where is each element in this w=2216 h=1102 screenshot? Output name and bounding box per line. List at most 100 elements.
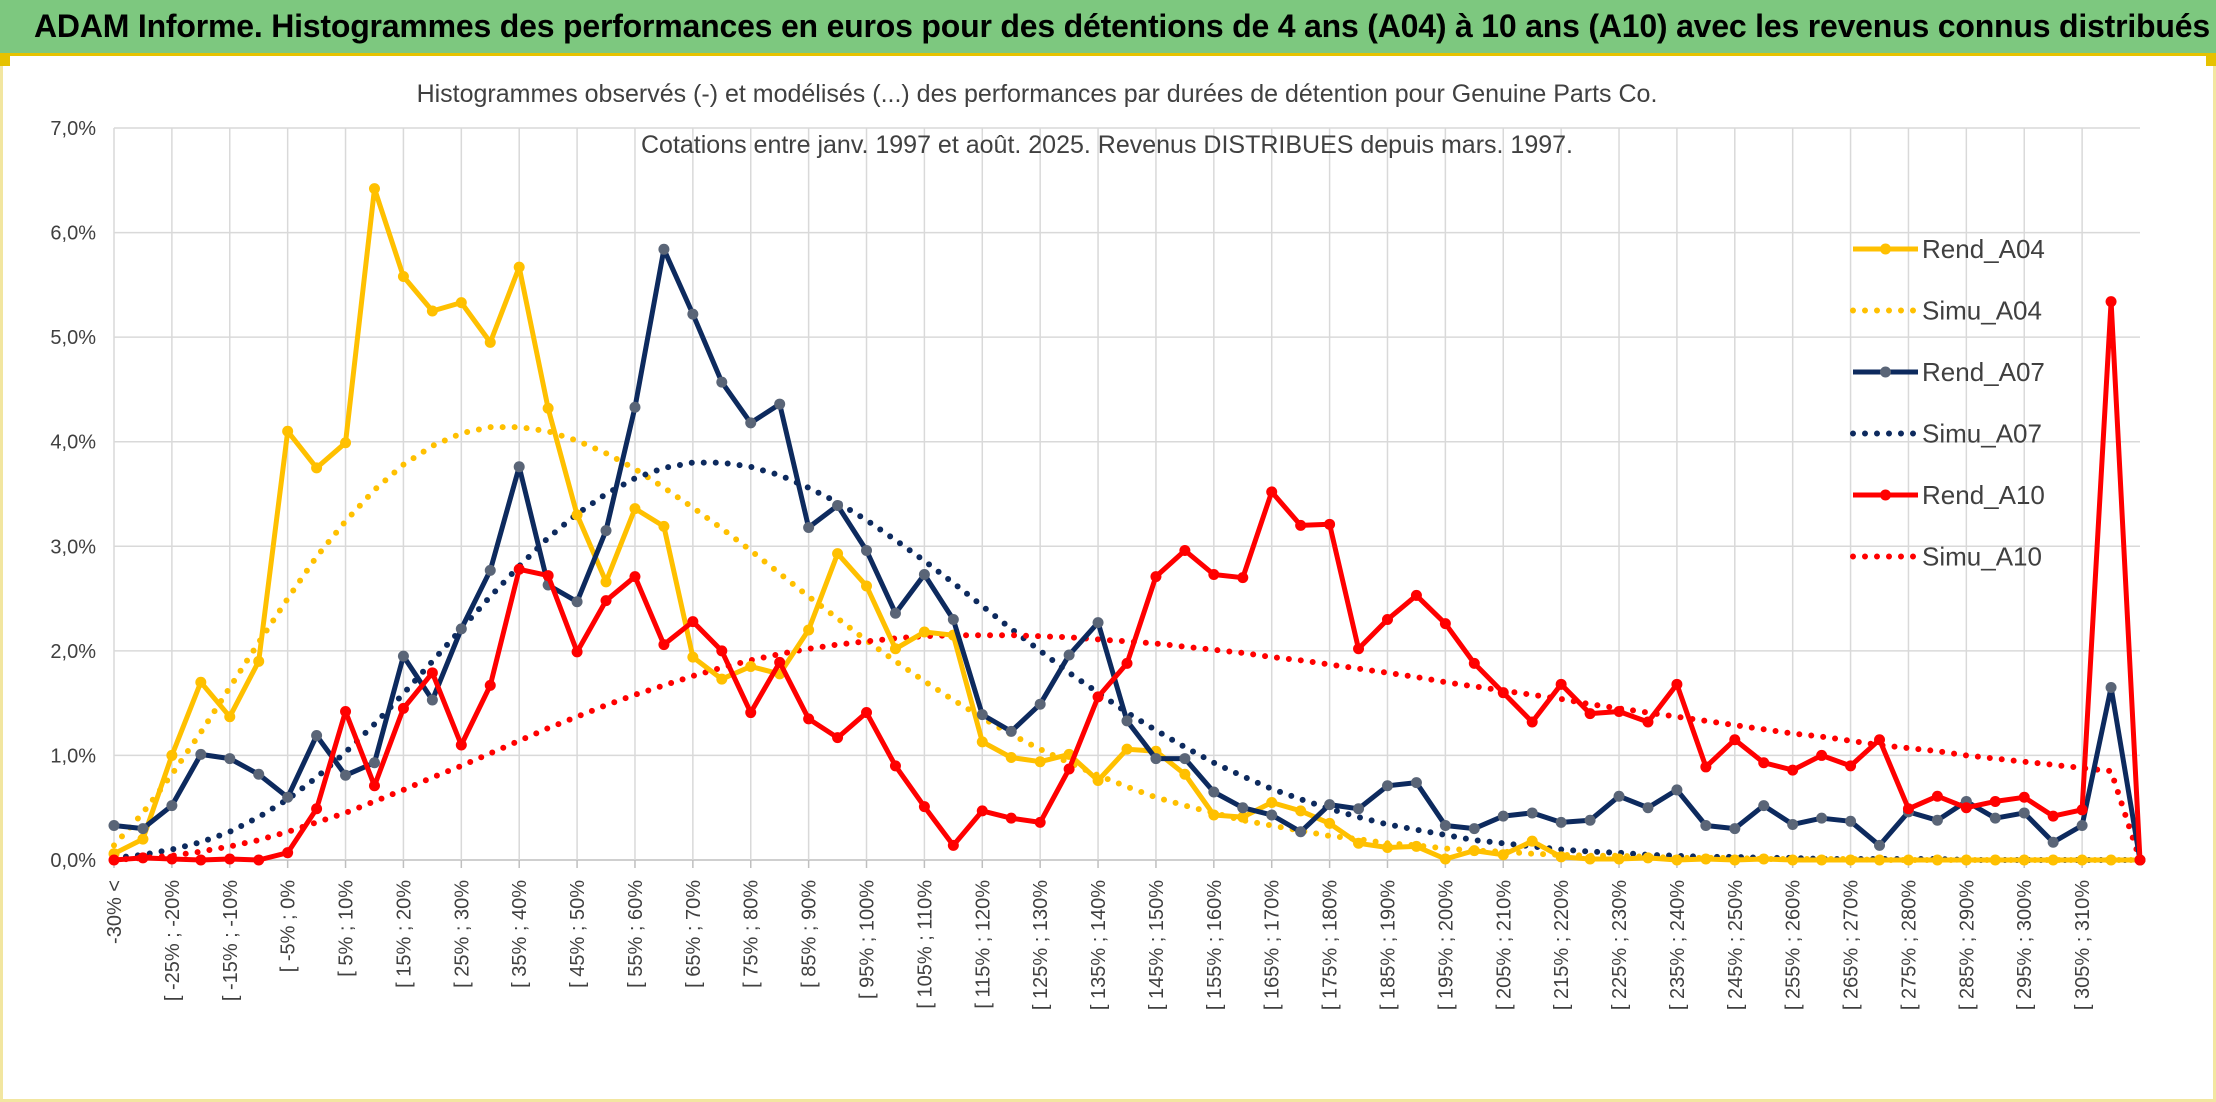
data-point — [745, 707, 757, 719]
data-point — [1005, 725, 1017, 737]
series-line — [113, 299, 2143, 863]
data-point — [629, 503, 641, 515]
x-tick-label: [ 115% ; 120% — [972, 880, 994, 1009]
data-point — [1526, 716, 1538, 728]
data-point — [426, 694, 438, 706]
legend-item: Simu_A04 — [1850, 296, 2042, 326]
legend-marker — [1880, 366, 1891, 378]
data-point — [918, 569, 930, 581]
data-point — [1381, 780, 1393, 792]
data-point — [1353, 643, 1365, 655]
data-point — [571, 646, 583, 658]
data-point — [368, 780, 380, 792]
legend-item: Rend_A10 — [1853, 480, 2045, 510]
data-point — [426, 305, 438, 317]
data-point — [889, 643, 901, 655]
data-point — [1758, 757, 1770, 769]
data-point — [1613, 790, 1625, 802]
data-point — [513, 461, 525, 473]
data-point — [282, 425, 294, 437]
data-point — [1758, 800, 1770, 812]
data-point — [137, 833, 149, 845]
data-point — [311, 803, 323, 815]
series-rend-a10 — [108, 296, 2146, 866]
data-point — [513, 563, 525, 575]
data-point — [918, 626, 930, 638]
frame-corner — [0, 56, 10, 66]
x-tick-label: [ 5% ; 10% — [336, 880, 358, 977]
data-point — [1700, 853, 1712, 865]
data-point — [1034, 698, 1046, 710]
data-point — [1845, 854, 1857, 866]
x-tick-label: [ 265% ; 270% — [1841, 880, 1863, 1010]
data-point — [658, 243, 670, 255]
data-point — [108, 854, 120, 866]
series-line — [113, 246, 2143, 861]
data-point — [1410, 840, 1422, 852]
data-point — [716, 376, 728, 388]
data-point — [311, 730, 323, 742]
x-tick-label: [ 85% ; 90% — [799, 880, 821, 988]
data-point — [1613, 853, 1625, 865]
data-point — [1700, 761, 1712, 773]
data-point — [1208, 809, 1220, 821]
y-tick-label: 2,0% — [50, 641, 96, 663]
legend-marker — [1880, 489, 1891, 501]
x-tick-label: [ -25% ; -20% — [162, 880, 184, 1001]
data-point — [918, 801, 930, 813]
data-point — [1787, 854, 1799, 866]
data-point — [1816, 812, 1828, 824]
frame-corner — [2206, 56, 2216, 66]
data-point — [687, 616, 699, 628]
data-point — [745, 661, 757, 673]
data-point — [1208, 569, 1220, 581]
data-point — [542, 402, 554, 414]
legend-item: Simu_A10 — [1850, 542, 2042, 572]
data-point — [397, 650, 409, 662]
data-point — [484, 679, 496, 691]
legend-label: Rend_A07 — [1922, 357, 2045, 387]
data-point — [2047, 836, 2059, 848]
data-point — [745, 417, 757, 429]
data-point — [716, 645, 728, 657]
data-point — [976, 805, 988, 817]
data-point — [1121, 743, 1133, 755]
data-point — [1526, 835, 1538, 847]
data-point — [484, 564, 496, 576]
data-point — [803, 713, 815, 725]
data-point — [1874, 839, 1886, 851]
data-point — [687, 308, 699, 320]
data-point — [224, 711, 236, 723]
data-point — [716, 673, 728, 685]
data-point — [397, 270, 409, 282]
data-point — [1092, 617, 1104, 629]
x-tick-label: [ 275% ; 280% — [1898, 880, 1920, 1010]
data-point — [571, 596, 583, 608]
chart-title-line2: Cotations entre janv. 1997 et août. 2025… — [641, 131, 1573, 159]
data-point — [1729, 734, 1741, 746]
x-tick-label: [ 45% ; 50% — [567, 880, 589, 988]
data-point — [889, 607, 901, 619]
data-point — [1555, 816, 1567, 828]
x-axis-ticks: -30% < [ -25% ; -20% [ -15% ; -10% [ -5% ; … — [104, 880, 2094, 1010]
data-point — [1468, 657, 1480, 669]
data-point — [368, 757, 380, 769]
data-point — [1034, 816, 1046, 828]
data-point — [2105, 681, 2117, 693]
data-point — [832, 500, 844, 512]
data-point — [2076, 804, 2088, 816]
data-point — [282, 847, 294, 859]
x-tick-label: [ 225% ; 230% — [1609, 880, 1631, 1010]
data-point — [1816, 749, 1828, 761]
data-point — [1324, 799, 1336, 811]
x-tick-label: [ 205% ; 210% — [1493, 880, 1515, 1010]
data-point — [542, 570, 554, 582]
data-point — [1497, 849, 1509, 861]
x-tick-label: [ 15% ; 20% — [393, 880, 415, 988]
chart-series — [108, 183, 2146, 866]
x-tick-label: [ 135% ; 140% — [1088, 880, 1110, 1010]
data-point — [1526, 807, 1538, 819]
legend-label: Rend_A04 — [1922, 234, 2045, 264]
data-point — [1295, 826, 1307, 838]
data-point — [166, 800, 178, 812]
